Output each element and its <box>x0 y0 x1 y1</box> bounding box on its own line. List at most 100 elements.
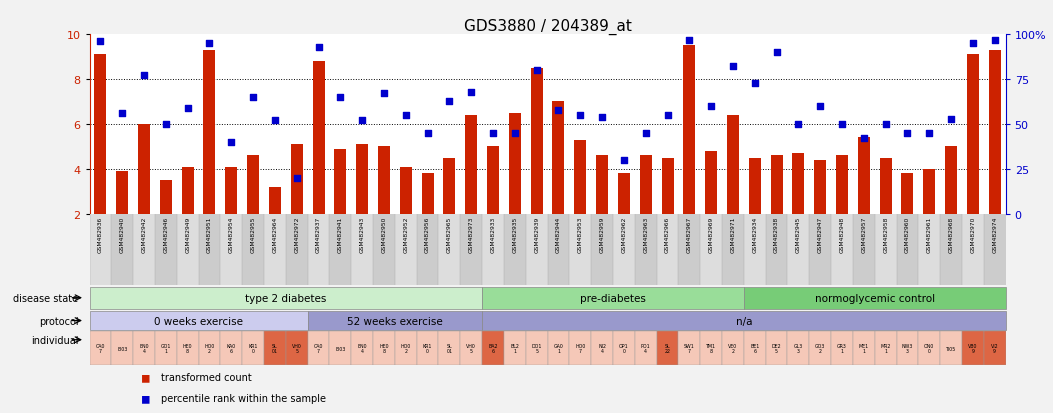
Bar <box>460 331 482 366</box>
Text: GSM482946: GSM482946 <box>163 216 168 252</box>
Bar <box>504 214 525 286</box>
Text: GSM482953: GSM482953 <box>578 216 582 253</box>
Text: GSM482937: GSM482937 <box>316 216 321 253</box>
Bar <box>574 140 587 214</box>
Text: GSM482935: GSM482935 <box>513 216 517 253</box>
Bar <box>962 331 984 366</box>
Text: KA0
6: KA0 6 <box>226 343 236 354</box>
Text: disease state: disease state <box>14 293 79 303</box>
Text: GSM482939: GSM482939 <box>534 216 539 252</box>
Text: GO1
1: GO1 1 <box>161 343 171 354</box>
Bar <box>661 158 674 214</box>
Text: GSM482972: GSM482972 <box>294 216 299 253</box>
Bar <box>417 214 438 286</box>
Bar <box>509 114 521 214</box>
Bar <box>613 214 635 286</box>
Text: GSM482965: GSM482965 <box>446 216 452 253</box>
Bar <box>727 116 739 214</box>
Point <box>855 135 872 142</box>
Point <box>463 89 480 96</box>
Bar <box>984 331 1006 366</box>
Bar <box>918 331 940 366</box>
Text: SL
01: SL 01 <box>446 343 453 354</box>
Text: HE0
8: HE0 8 <box>379 343 389 354</box>
Text: KR1
0: KR1 0 <box>249 343 258 354</box>
Text: GSM482969: GSM482969 <box>709 216 714 252</box>
Title: GDS3880 / 204389_at: GDS3880 / 204389_at <box>463 19 632 35</box>
Text: HO0
2: HO0 2 <box>400 343 411 354</box>
Bar <box>853 331 875 366</box>
Text: TI05: TI05 <box>946 346 956 351</box>
Bar <box>421 174 434 214</box>
Text: GO3
2: GO3 2 <box>815 343 826 354</box>
Bar <box>896 331 918 366</box>
Bar <box>946 147 957 214</box>
Point <box>529 68 545 74</box>
Bar <box>722 331 743 366</box>
Bar <box>810 331 831 366</box>
Bar <box>133 214 155 286</box>
Bar <box>373 214 395 286</box>
Bar <box>247 156 259 214</box>
Text: GSM482968: GSM482968 <box>949 216 954 252</box>
Bar <box>635 331 657 366</box>
Point <box>311 44 327 51</box>
Text: ■: ■ <box>142 391 150 404</box>
Text: GSM482956: GSM482956 <box>425 216 430 253</box>
Text: GSM482961: GSM482961 <box>927 216 932 253</box>
Point <box>158 121 175 128</box>
Text: GSM482943: GSM482943 <box>360 216 364 252</box>
Bar <box>112 214 133 286</box>
Bar <box>291 145 302 214</box>
Bar <box>613 331 635 366</box>
Point <box>223 139 240 146</box>
Text: GSM482959: GSM482959 <box>599 216 604 253</box>
Bar <box>743 214 766 286</box>
Bar <box>657 214 678 286</box>
Bar <box>683 46 695 214</box>
Text: normoglycemic control: normoglycemic control <box>815 293 935 303</box>
Text: GSM482951: GSM482951 <box>207 216 212 253</box>
Text: SL
01: SL 01 <box>272 343 278 354</box>
Text: GSM482954: GSM482954 <box>229 216 234 253</box>
Text: GSM482936: GSM482936 <box>98 216 103 252</box>
Point <box>899 130 916 137</box>
Text: GSM482971: GSM482971 <box>731 216 735 253</box>
Text: DO1
5: DO1 5 <box>532 343 542 354</box>
Bar <box>220 214 242 286</box>
Point <box>659 112 676 119</box>
Bar <box>264 214 285 286</box>
Bar <box>596 156 608 214</box>
Bar <box>330 331 352 366</box>
Bar <box>90 331 112 366</box>
Bar <box>242 331 264 366</box>
Text: 0 weeks exercise: 0 weeks exercise <box>154 316 243 326</box>
Point <box>201 41 218 47</box>
Bar <box>766 331 788 366</box>
Text: MR2
1: MR2 1 <box>880 343 891 354</box>
Text: KR1
0: KR1 0 <box>423 343 433 354</box>
Bar <box>989 51 1000 214</box>
Bar <box>810 214 831 286</box>
Bar <box>482 311 1006 330</box>
Bar <box>199 214 220 286</box>
Point <box>637 130 654 137</box>
Text: CA0
7: CA0 7 <box>314 343 323 354</box>
Text: HO0
7: HO0 7 <box>575 343 585 354</box>
Text: EN0
4: EN0 4 <box>357 343 366 354</box>
Bar <box>116 172 128 214</box>
Point <box>877 121 894 128</box>
Bar <box>335 149 346 214</box>
Bar <box>788 214 810 286</box>
Point <box>244 95 261 101</box>
Bar <box>307 311 482 330</box>
Bar <box>177 214 199 286</box>
Text: transformed count: transformed count <box>161 372 252 382</box>
Bar <box>591 214 613 286</box>
Bar <box>488 147 499 214</box>
Bar <box>678 214 700 286</box>
Bar <box>307 214 330 286</box>
Text: GSM482944: GSM482944 <box>556 216 561 252</box>
Bar <box>918 214 940 286</box>
Bar <box>465 116 477 214</box>
